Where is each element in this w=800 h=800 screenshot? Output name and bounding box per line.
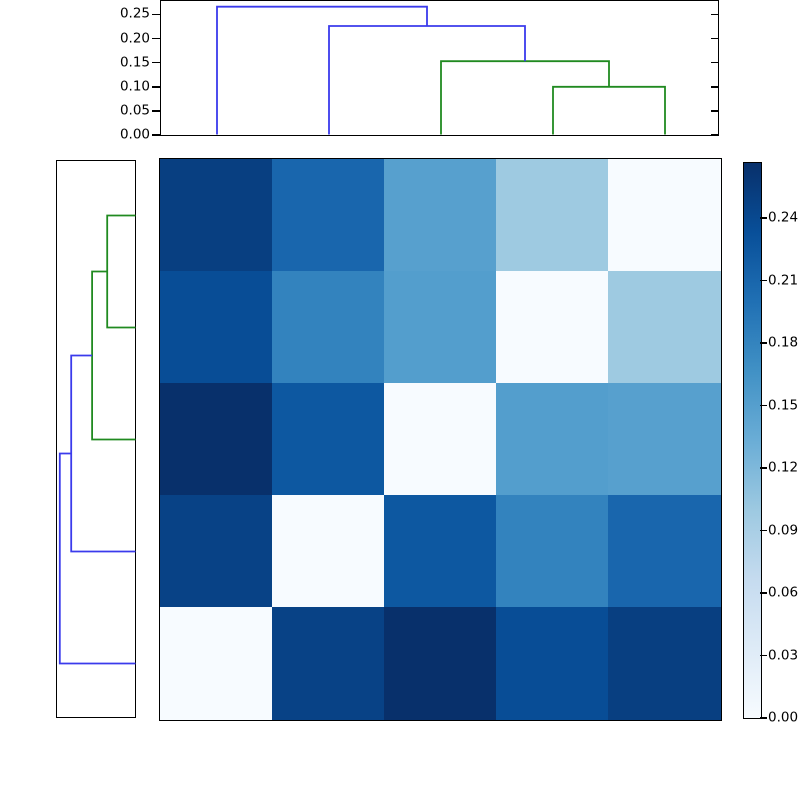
ytick-mark [152,61,160,64]
heatmap-cell-r2c4 [496,271,609,384]
ytick-mark-right [711,37,718,40]
ytick-mark-right [711,110,718,112]
row-dendrogram [58,214,136,665]
heatmap-cell-r3c3 [384,383,497,496]
heatmap-cell-r4c4 [496,495,609,608]
ytick-label: 0.00 [119,126,150,143]
ytick-label: 0.15 [119,53,150,70]
colorbar-tick-label: 0.00 [768,709,799,726]
colorbar-tick-label: 0.21 [768,271,799,288]
ytick-mark [152,13,160,16]
heatmap-cell-r1c3 [384,159,497,272]
heatmap-cell-r2c1 [160,271,273,384]
dendrogram-link [70,354,136,553]
colorbar-tick-label: 0.12 [768,459,799,476]
colorbar-tick-mark [760,342,767,344]
colorbar-tick-label: 0.06 [768,584,799,601]
ytick-mark-right [711,134,718,136]
colorbar-tick-mark [760,217,767,219]
column-dendrogram [216,5,666,135]
dendrogram-link [58,452,136,665]
ytick-label: 0.20 [119,29,150,46]
dendrogram-link [216,5,428,135]
dendrogram-link [106,214,136,329]
colorbar-tick-label: 0.24 [768,209,799,226]
row-dendrogram-panel [56,160,136,718]
colorbar-tick-label: 0.09 [768,521,799,538]
heatmap-cell-r3c1 [160,383,273,496]
ytick-label: 0.10 [119,78,150,95]
colorbar-tick-mark [760,592,767,594]
ytick-mark [152,37,160,40]
heatmap-cell-r3c5 [608,383,721,496]
heatmap-cell-r2c2 [272,271,385,384]
dendrogram-link [440,60,610,135]
ytick-label: 0.05 [119,102,150,119]
heatmap-cell-r2c3 [384,271,497,384]
heatmap-cell-r1c1 [160,159,273,272]
heatmap-cell-r4c2 [272,495,385,608]
ytick-label: 0.25 [119,5,150,22]
colorbar-tick-mark [760,654,767,657]
dendrogram-link [328,25,526,135]
colorbar-tick-label: 0.03 [768,646,799,663]
colorbar [743,162,762,719]
colorbar-tick-mark [760,467,767,469]
ytick-mark-right [711,61,718,64]
heatmap-cell-r1c2 [272,159,385,272]
heatmap-cell-r4c3 [384,495,497,608]
heatmap-cell-r3c4 [496,383,609,496]
dendrogram-link [552,85,666,135]
colorbar-tick-label: 0.15 [768,396,799,413]
heatmap-cell-r5c1 [160,607,273,720]
colorbar-tick-mark [760,717,767,719]
colorbar-tick-mark [760,404,767,407]
ytick-mark [152,86,160,88]
ytick-mark [152,134,160,136]
heatmap-cell-r5c2 [272,607,385,720]
heatmap [160,159,721,720]
colorbar-tick-mark [760,529,767,532]
column-dendrogram-panel [160,0,719,136]
colorbar-gradient [744,163,761,718]
heatmap-cell-r1c4 [496,159,609,272]
colorbar-tick-mark [760,279,767,282]
dendrogram-link [91,270,136,441]
ytick-mark-right [711,86,718,88]
ytick-mark [152,110,160,112]
heatmap-cell-r4c5 [608,495,721,608]
heatmap-cell-r5c3 [384,607,497,720]
heatmap-cell-r3c2 [272,383,385,496]
ytick-mark-right [711,13,718,16]
colorbar-tick-label: 0.18 [768,334,799,351]
heatmap-cell-r2c5 [608,271,721,384]
heatmap-cell-r1c5 [608,159,721,272]
heatmap-cell-r5c4 [496,607,609,720]
heatmap-cell-r5c5 [608,607,721,720]
heatmap-cell-r4c1 [160,495,273,608]
